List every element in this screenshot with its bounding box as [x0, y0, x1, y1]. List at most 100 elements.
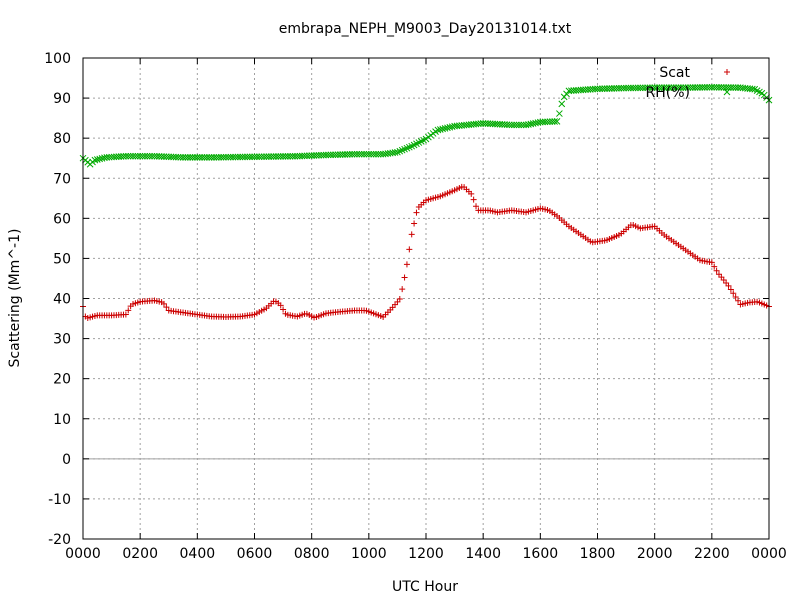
- data-point: [125, 307, 132, 314]
- data-point: [401, 274, 408, 281]
- y-axis-label: Scattering (Mm^-1): [7, 229, 23, 368]
- data-point: [667, 84, 675, 92]
- legend-label-rh: RH(%): [646, 85, 690, 101]
- y-tick-label: 0: [62, 452, 71, 468]
- x-axis-label: UTC Hour: [392, 579, 458, 595]
- data-point: [143, 152, 151, 160]
- chart-title: embrapa_NEPH_M9003_Day20131014.txt: [279, 21, 572, 37]
- data-point: [360, 150, 368, 158]
- data-point: [706, 83, 713, 91]
- data-point: [558, 100, 566, 108]
- y-tick-label: 10: [53, 412, 71, 428]
- data-point: [730, 290, 737, 297]
- data-point: [658, 84, 666, 92]
- data-point: [727, 286, 734, 293]
- data-point: [370, 150, 377, 158]
- y-tick-label: 40: [53, 292, 71, 308]
- y-tick-label: -10: [48, 492, 71, 508]
- data-point: [139, 152, 146, 160]
- data-point: [748, 85, 756, 93]
- data-point: [122, 152, 130, 160]
- data-point: [403, 261, 410, 268]
- data-point: [711, 263, 718, 270]
- data-point: [193, 154, 201, 161]
- data-point: [160, 300, 167, 307]
- x-tick-label: 1000: [351, 546, 387, 562]
- data-point: [725, 282, 732, 289]
- data-point: [648, 84, 656, 92]
- data-point: [732, 293, 739, 300]
- y-tick-label: 50: [53, 251, 71, 267]
- data-point: [508, 121, 516, 129]
- data-point: [396, 296, 403, 303]
- data-point: [280, 306, 287, 313]
- x-tick-label: 0400: [180, 546, 216, 562]
- data-point: [122, 311, 129, 318]
- y-tick-label: 90: [53, 91, 71, 107]
- data-point: [179, 154, 187, 161]
- x-tick-label: 0000: [751, 546, 787, 562]
- data-point: [182, 154, 189, 161]
- data-point: [358, 150, 366, 158]
- axis-ticks: -20 -10 0 10 20 30 40 50 60 70 80 90 100 0000 0200 0400…: [44, 51, 787, 562]
- data-point: [146, 152, 154, 160]
- data-point: [129, 152, 137, 160]
- data-point: [411, 220, 418, 227]
- data-point: [353, 150, 361, 158]
- data-point: [517, 121, 525, 129]
- legend-marker-rh: [723, 88, 731, 96]
- data-point: [675, 84, 682, 92]
- data-point: [136, 152, 144, 160]
- data-point: [663, 84, 670, 92]
- legend: Scat RH(%): [646, 65, 731, 101]
- y-tick-label: 60: [53, 211, 71, 227]
- x-tick-label: 0800: [294, 546, 330, 562]
- data-point: [351, 150, 358, 158]
- data-point: [677, 84, 685, 92]
- data-point: [198, 154, 206, 161]
- y-tick-label: 30: [53, 332, 71, 348]
- data-point: [473, 203, 480, 210]
- legend-label-scat: Scat: [659, 65, 690, 81]
- data-point: [713, 267, 720, 274]
- data-point: [408, 231, 415, 238]
- data-point: [653, 84, 661, 92]
- data-point: [660, 84, 668, 92]
- data-point: [124, 152, 132, 160]
- data-point: [708, 259, 715, 266]
- data-point: [186, 154, 194, 161]
- data-point: [556, 110, 563, 117]
- data-point: [191, 154, 199, 161]
- data-point: [470, 196, 477, 203]
- x-tick-label: 0200: [122, 546, 158, 562]
- data-point: [651, 84, 659, 92]
- data-point: [510, 121, 518, 129]
- x-tick-label: 1800: [580, 546, 616, 562]
- y-tick-label: 80: [53, 131, 71, 147]
- x-tick-label: 2200: [694, 546, 730, 562]
- data-point: [277, 302, 284, 309]
- data-point: [163, 304, 170, 311]
- data-point: [367, 150, 375, 158]
- y-tick-label: 70: [53, 171, 71, 187]
- data-point: [203, 154, 211, 161]
- data-point: [196, 154, 204, 161]
- data-point: [672, 84, 680, 92]
- y-tick-label: -20: [48, 532, 71, 548]
- data-point: [141, 152, 149, 160]
- legend-marker-symbol: [724, 69, 730, 75]
- data-point: [553, 118, 561, 125]
- data-point: [513, 121, 520, 129]
- legend-marker-scat: [724, 69, 730, 75]
- data-point: [184, 154, 192, 161]
- x-tick-label: 1400: [465, 546, 501, 562]
- data-point: [656, 84, 663, 92]
- data-point: [127, 152, 134, 160]
- x-tick-label: 0000: [65, 546, 101, 562]
- data-point: [735, 297, 742, 304]
- data-point: [205, 154, 213, 161]
- data-point: [468, 190, 475, 197]
- data-point: [134, 152, 142, 160]
- data-point: [399, 286, 406, 293]
